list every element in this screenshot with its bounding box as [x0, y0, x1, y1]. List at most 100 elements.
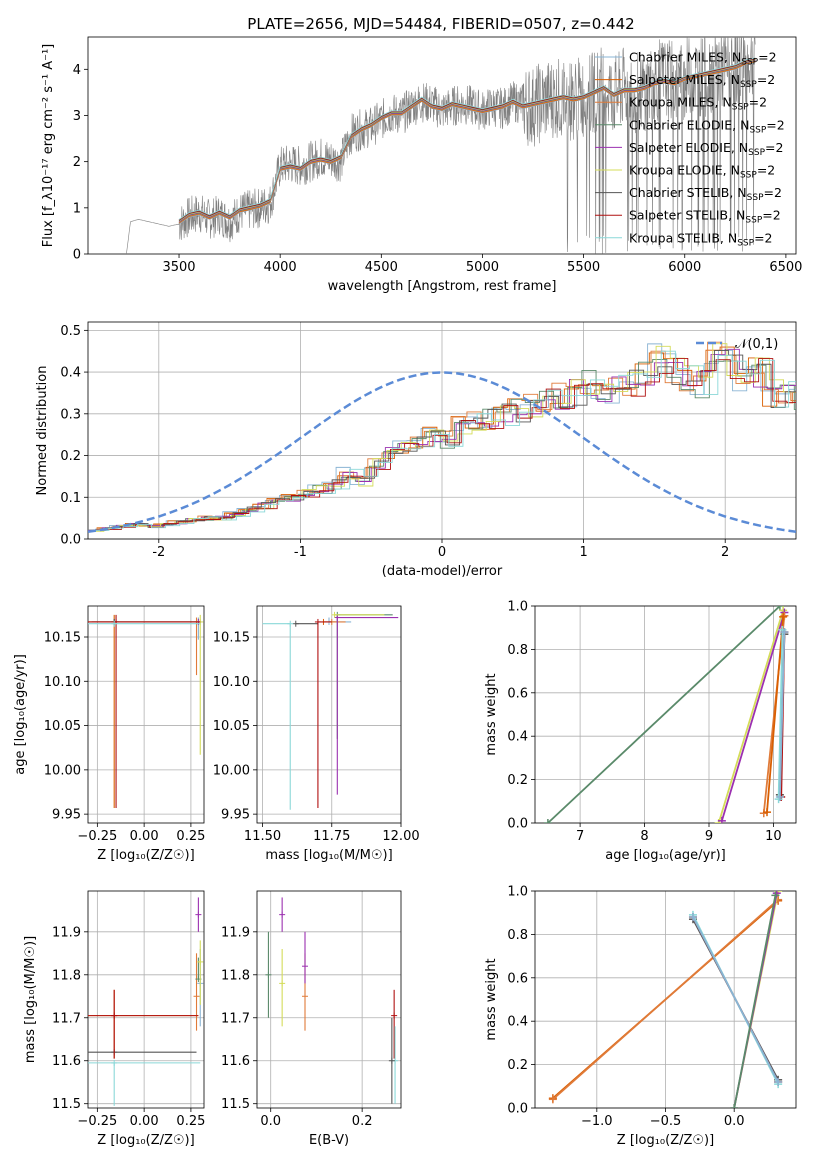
y-tick-label: 9.95 — [221, 808, 250, 823]
x-tick-label: -1 — [294, 545, 307, 560]
legend-label: Chabrier ELODIE, NSSP=2 — [629, 117, 785, 135]
legend-label: Salpeter ELODIE, NSSP=2 — [629, 140, 783, 158]
legend-sub: SSP — [745, 216, 762, 226]
y-tick-label: 0.6 — [507, 686, 528, 701]
x-tick-label: 10 — [765, 829, 782, 844]
y-tick-label: 11.7 — [221, 1011, 250, 1026]
legend-sub: SSP — [747, 193, 764, 203]
weight-line — [552, 899, 779, 1100]
y-tick-label: 11.8 — [52, 968, 81, 983]
weight-vs-Z-axes: −1.0 −0.5 0.0 0.0 0.2 0.4 0.6 0.8 1.0 Z [log₁₀(Z/… — [484, 885, 797, 1148]
x-tick-label: 6500 — [769, 260, 802, 275]
y-axis-label: mass weight — [484, 958, 499, 1040]
residuals-plot — [88, 341, 796, 533]
residuals-frame — [87, 321, 797, 540]
y-axis-label: age [log₁₀(age/yr)] — [13, 654, 28, 775]
x-tick-label: 4000 — [264, 260, 297, 275]
x-tick-label: 6000 — [668, 260, 701, 275]
legend-sub: SSP — [741, 58, 758, 68]
x-tick-label: −0.5 — [650, 1114, 682, 1129]
age-vs-Z-plot — [88, 614, 204, 808]
y-tick-label: 10.15 — [213, 631, 250, 646]
y-tick-label: 0.8 — [507, 928, 528, 943]
y-tick-label: 11.8 — [221, 968, 250, 983]
y-tick-label: 10.05 — [44, 719, 81, 734]
residuals-legend: 𝒩(0,1) — [696, 337, 778, 352]
y-tick-label: 0.0 — [507, 1102, 528, 1117]
x-tick-label: 9 — [705, 829, 713, 844]
legend-text: Chabrier MILES, N — [629, 50, 741, 65]
y-tick-label: 1.0 — [507, 600, 528, 615]
x-tick-label: 0.00 — [130, 829, 159, 844]
x-tick-label: 4500 — [365, 260, 398, 275]
x-tick-label: 11.75 — [313, 829, 350, 844]
legend-label: Salpeter STELIB, NSSP=2 — [629, 208, 781, 226]
legend-text: =2 — [764, 185, 782, 200]
weight-line — [766, 616, 784, 813]
y-tick-label: 0.2 — [60, 449, 81, 464]
x-tick-label: -2 — [152, 545, 165, 560]
x-tick-label: 5000 — [466, 260, 499, 275]
x-tick-label: −0.25 — [77, 829, 117, 844]
y-tick-label: 4 — [73, 63, 81, 78]
y-tick-label: 0.8 — [507, 643, 528, 658]
age-vs-Z-axes: −0.25 0.00 0.25 9.95 10.00 10.05 10.10 10.15 Z [… — [13, 605, 205, 863]
spectrum-frame — [87, 36, 797, 255]
weight-line — [721, 612, 786, 822]
x-tick-label: 8 — [640, 829, 648, 844]
y-tick-label: 0.2 — [507, 773, 528, 788]
legend-text: =2 — [765, 140, 783, 155]
mass-vs-Z-axes: −0.25 0.00 0.25 11.5 11.6 11.7 11.8 11.9 Z [log₁… — [23, 890, 205, 1148]
legend-sub: SSP — [749, 125, 766, 135]
legend-text: =2 — [766, 117, 784, 132]
model-line — [178, 57, 756, 220]
x-axis-label: Z [log₁₀(Z/Z☉)] — [617, 1133, 714, 1148]
histogram-line — [93, 357, 796, 531]
y-tick-label: 0.0 — [507, 817, 528, 832]
legend-text: Salpeter ELODIE, N — [629, 140, 748, 155]
weight-line — [717, 610, 784, 823]
y-tick-label: 10.05 — [213, 719, 250, 734]
x-tick-label: 0.0 — [260, 1114, 281, 1129]
weight-line — [779, 631, 786, 798]
legend-label: Kroupa STELIB, NSSP=2 — [629, 230, 773, 248]
y-tick-label: 0.0 — [60, 533, 81, 548]
y-tick-label: 0.4 — [507, 730, 528, 745]
x-axis-label: Z [log₁₀(Z/Z☉)] — [97, 848, 194, 863]
y-tick-label: 10.10 — [44, 675, 81, 690]
legend-text: =2 — [757, 163, 775, 178]
y-axis-label: Flux [f_λ10⁻¹⁷ erg cm⁻² s⁻¹ A⁻¹] — [41, 44, 56, 248]
mass-vs-Z-frame — [87, 890, 205, 1109]
mass-vs-Z-plot — [88, 897, 204, 1106]
x-tick-label: 2 — [721, 545, 729, 560]
histogram-line — [94, 350, 796, 531]
age-vs-mass-axes: 11.50 11.75 12.00 9.95 10.00 10.05 10.10 10.15 m… — [213, 605, 420, 863]
x-tick-label: 1 — [579, 545, 587, 560]
y-tick-label: 10.10 — [213, 675, 250, 690]
y-tick-label: 1.0 — [507, 885, 528, 900]
mass-vs-ebv-plot — [265, 897, 399, 1104]
x-axis-label: E(B-V) — [309, 1133, 349, 1148]
x-tick-label: 11.50 — [244, 829, 281, 844]
mass-vs-ebv-frame — [256, 890, 402, 1109]
x-tick-label: 3500 — [162, 260, 195, 275]
legend-text: Chabrier STELIB, N — [629, 185, 747, 200]
legend-label: Chabrier MILES, NSSP=2 — [629, 50, 777, 68]
y-axis-label: mass weight — [484, 673, 499, 755]
weight-line — [733, 895, 777, 1108]
x-axis-label: Z [log₁₀(Z/Z☉)] — [97, 1133, 194, 1148]
y-tick-label: 0.3 — [60, 407, 81, 422]
legend-sub: SSP — [740, 80, 757, 90]
x-tick-label: 0.25 — [176, 829, 205, 844]
y-tick-label: 0.4 — [507, 1015, 528, 1030]
histogram-line — [91, 350, 796, 531]
legend-text: =2 — [754, 230, 772, 245]
y-axis-label: Normed distribution — [35, 366, 50, 496]
x-tick-label: 0 — [438, 545, 446, 560]
y-tick-label: 11.9 — [221, 925, 250, 940]
chart-title: PLATE=2656, MJD=54484, FIBERID=0507, z=0… — [247, 15, 634, 33]
weight-vs-age-axes: 7 8 9 10 0.0 0.2 0.4 0.6 0.8 1.0 age [log₁₀(age/yr… — [484, 600, 797, 863]
y-tick-label: 11.7 — [52, 1011, 81, 1026]
y-tick-label: 9.95 — [52, 808, 81, 823]
